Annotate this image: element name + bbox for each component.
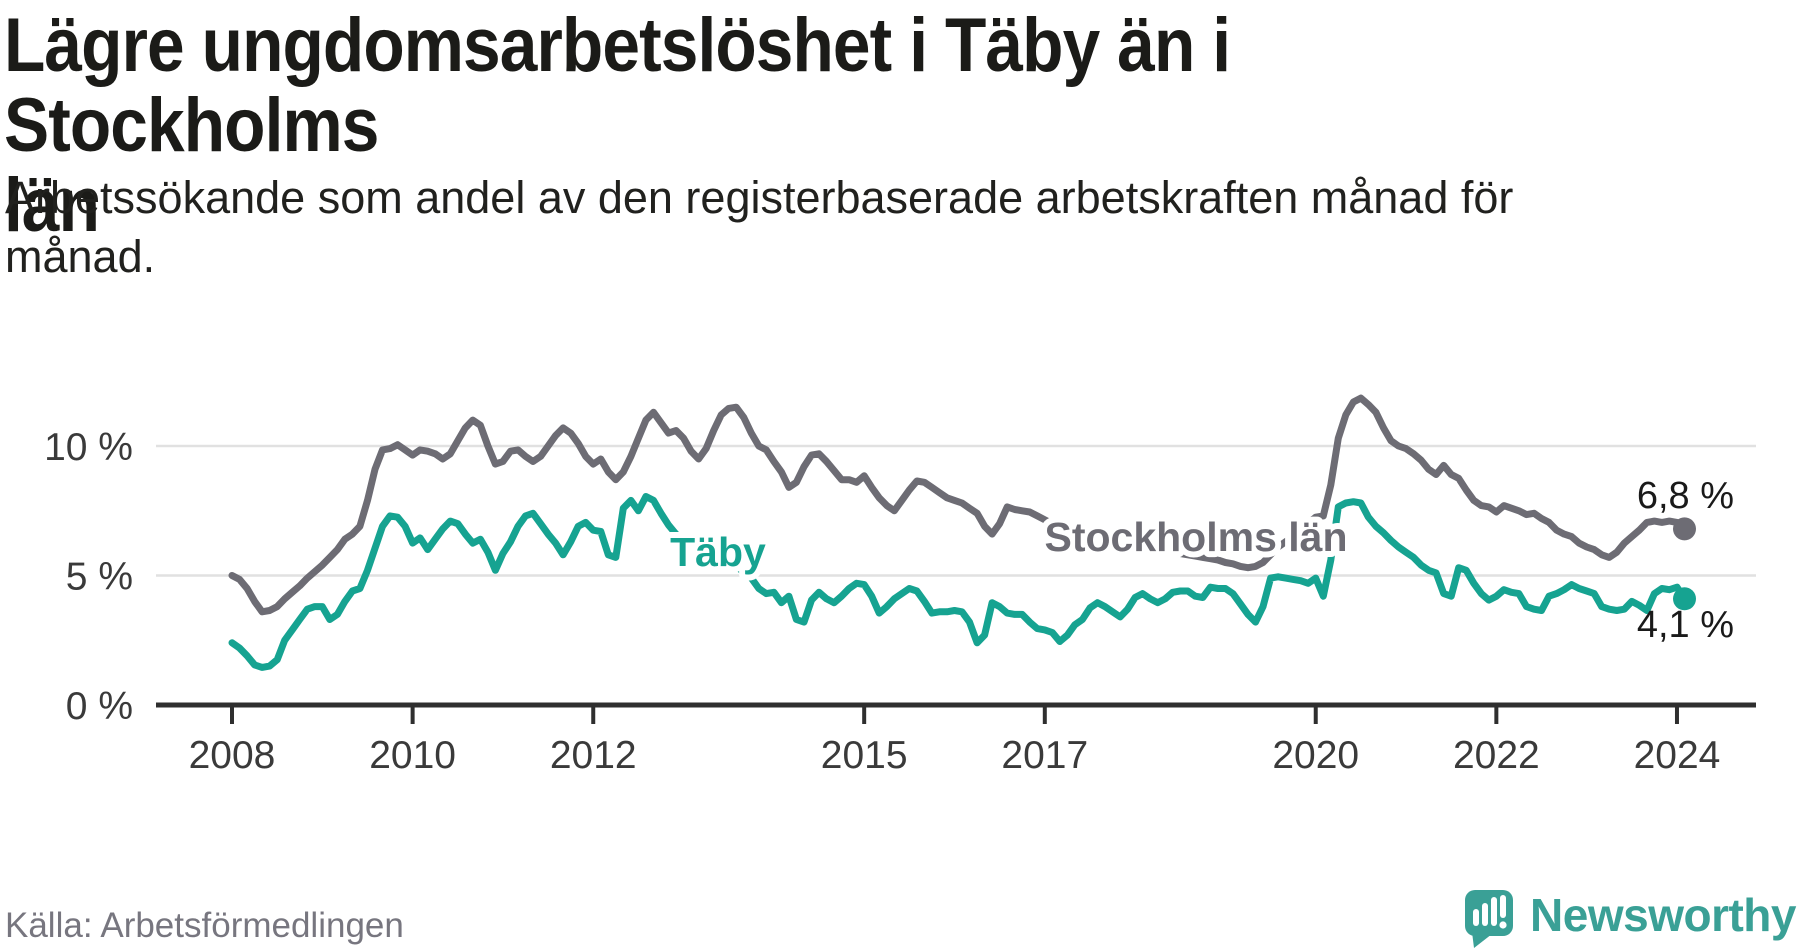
x-tick-label-2024: 2024 (1634, 734, 1721, 777)
x-tick-label-2015: 2015 (821, 734, 908, 777)
x-tick-label-2010: 2010 (369, 734, 456, 777)
series-line-stockholms-lan (228, 394, 1688, 616)
y-tick-label-10: 10 % (44, 426, 133, 469)
end-dot-taby (1672, 587, 1696, 611)
newsworthy-wordmark: Newsworthy (1530, 889, 1796, 941)
source-note: Källa: Arbetsförmedlingen (5, 906, 404, 945)
end-dot-stockholms-lan (1672, 517, 1696, 541)
series-label-taby: Täby (670, 529, 766, 575)
end-value-label-taby: 4,1 % (1637, 604, 1734, 646)
chart-subtitle: Arbetssökande som andel av den registerb… (5, 172, 1514, 282)
y-tick-label-0: 0 % (66, 685, 133, 728)
chart-title: Lägre ungdomsarbetslöshet i Täby än i St… (4, 3, 1231, 248)
series-line-taby (228, 493, 1688, 671)
newsworthy-icon (1465, 890, 1514, 948)
series-label-stockholms-lan: Stockholms län (1044, 514, 1347, 560)
x-tick-label-2008: 2008 (189, 734, 276, 777)
newsworthy-logo: Newsworthy (1464, 882, 1796, 948)
x-tick-label-2012: 2012 (550, 734, 637, 777)
x-tick-label-2017: 2017 (1001, 734, 1088, 777)
x-tick-label-2020: 2020 (1272, 734, 1359, 777)
x-tick-label-2022: 2022 (1453, 734, 1540, 777)
end-value-label-stockholms-lan: 6,8 % (1637, 475, 1734, 517)
y-tick-label-5: 5 % (66, 556, 133, 599)
